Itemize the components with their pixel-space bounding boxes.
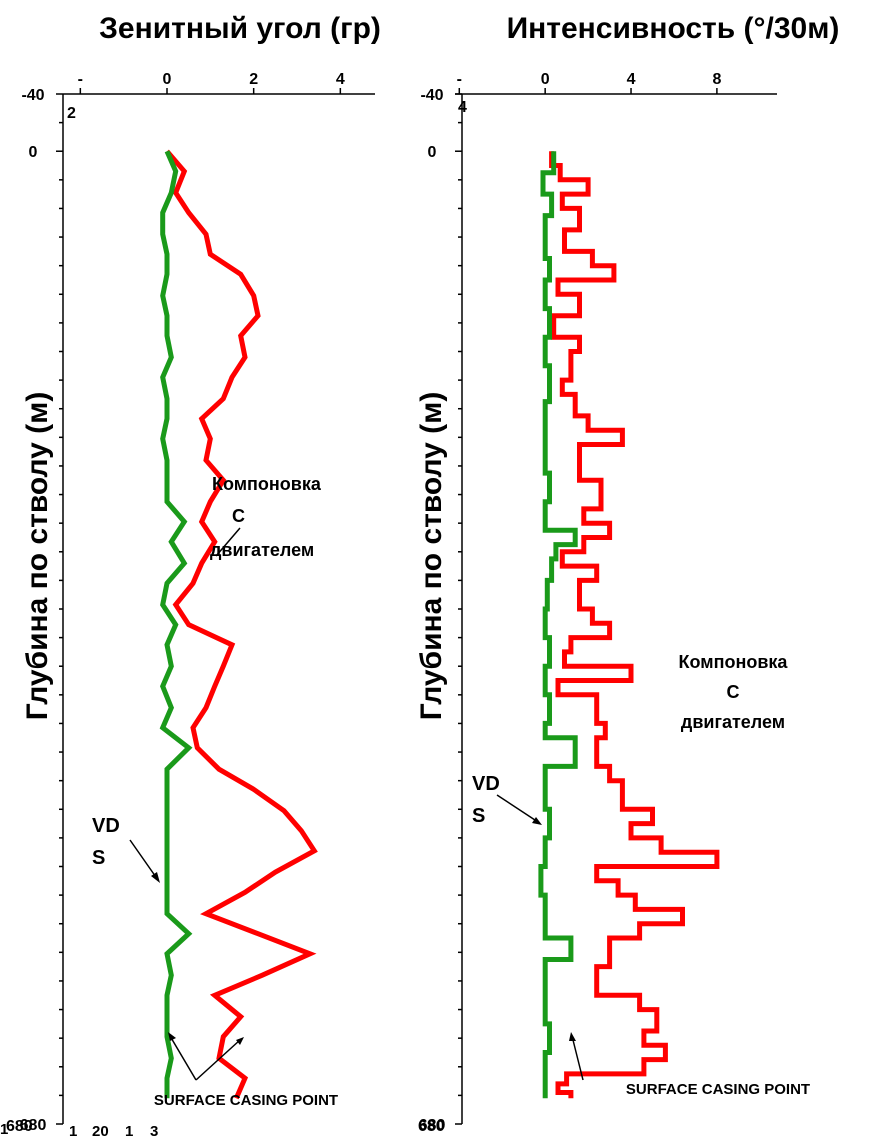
left-casing-arrowhead-2: [236, 1037, 244, 1045]
right-series-group: [538, 151, 720, 1099]
right-series-line-green: [538, 151, 578, 1099]
left-series-group: [159, 149, 318, 1100]
left-casing-arrow-1: [169, 1035, 197, 1081]
right-x-tick-group: - 0 4 8: [457, 71, 721, 94]
right-casing-arrowhead: [569, 1032, 576, 1041]
left-vds-arrow: [129, 839, 159, 881]
left-x-tick-label: 0: [163, 71, 172, 88]
right-vds-line-2: S: [472, 805, 485, 827]
left-footnote-3: 1: [69, 1123, 77, 1138]
left-vds-line-2: S: [92, 847, 105, 869]
left-assembly-leader: [215, 527, 241, 557]
right-y-axis-label: Глубина по стволу (м): [415, 392, 448, 721]
left-footnote-5: 1: [125, 1123, 133, 1138]
right-y-tick-label: 680: [419, 1117, 446, 1134]
left-y-tick-group: -40 0 680: [20, 87, 63, 1134]
left-y-tick-label: -40: [21, 87, 44, 104]
left-vds-line-1: VD: [92, 815, 120, 837]
right-footnote-1: 680: [418, 1118, 445, 1135]
right-y-tick-group: -40 0 680: [419, 87, 462, 1134]
right-x-tick-label: 0: [541, 71, 550, 88]
right-x-tick-label: 8: [712, 71, 721, 88]
left-assembly-line-3: двигателем: [210, 540, 314, 560]
left-series-line-red: [165, 149, 318, 1100]
right-x-tick-label: 4: [627, 71, 636, 88]
left-footnote-1: 1: [0, 1121, 8, 1138]
left-assembly-line-1: Компоновка: [212, 474, 322, 494]
left-assembly-line-2: С: [232, 506, 245, 526]
left-vds-arrowhead: [151, 872, 160, 883]
right-assembly-line-1: Компоновка: [679, 652, 789, 672]
right-casing-label: SURFACE CASING POINT: [626, 1081, 810, 1098]
left-y-axis-label: Глубина по стволу (м): [21, 392, 54, 721]
left-series-line-green: [159, 150, 193, 1099]
left-y-tick-label: 680: [20, 1117, 47, 1134]
right-assembly-line-3: двигателем: [681, 712, 785, 732]
left-footnote-4: 20: [92, 1123, 109, 1138]
right-series-line-red: [549, 151, 720, 1099]
right-vds-line-1: VD: [472, 773, 500, 795]
left-casing-arrowhead-1: [168, 1032, 176, 1041]
right-x-extra-tick-label: 4: [458, 99, 467, 116]
left-x-tick-label: 4: [336, 71, 345, 88]
right-chart-title: Интенсивность (°/30м): [507, 12, 840, 45]
right-y-tick-label: -40: [420, 87, 443, 104]
left-x-tick-label: -: [78, 71, 83, 88]
right-casing-arrow: [571, 1035, 584, 1081]
right-x-tick-label: -: [457, 71, 462, 88]
right-y-tick-label: 0: [428, 144, 437, 161]
left-y-tick-label: 0: [29, 144, 38, 161]
left-footnote-6: 3: [150, 1123, 158, 1138]
left-x-extra-tick-label: 2: [67, 105, 76, 122]
right-assembly-line-2: С: [727, 682, 740, 702]
left-casing-arrow-2: [195, 1039, 241, 1081]
left-footnote-2: 680: [6, 1118, 33, 1135]
left-x-tick-group: - 0 2 4: [78, 71, 345, 94]
right-vds-arrow: [496, 794, 539, 823]
right-vds-arrowhead: [532, 817, 542, 825]
left-panel: Зенитный угол (гр) Глубина по стволу (м)…: [0, 12, 381, 1138]
left-casing-label: SURFACE CASING POINT: [154, 1092, 338, 1109]
left-x-tick-label: 2: [249, 71, 258, 88]
right-panel: Интенсивность (°/30м) Глубина по стволу …: [415, 12, 839, 1135]
left-chart-title: Зенитный угол (гр): [99, 12, 381, 45]
